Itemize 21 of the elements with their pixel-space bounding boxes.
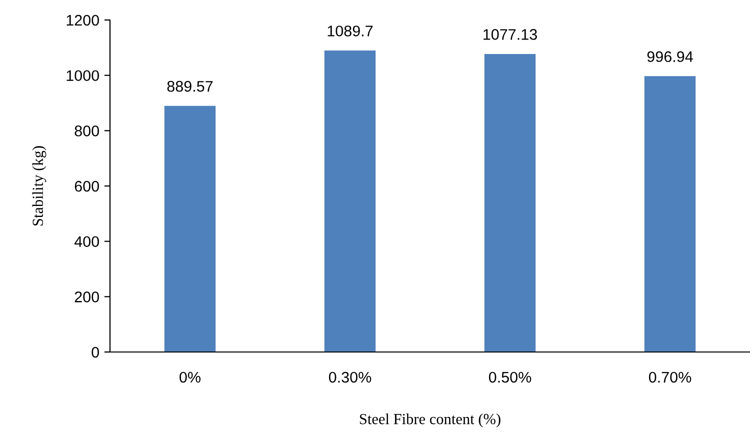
data-label: 889.57 [167, 80, 213, 92]
bar [484, 54, 536, 352]
x-tick-label: 0.70% [648, 372, 692, 383]
bar [324, 50, 376, 352]
y-tick-label: 1000 [66, 70, 99, 82]
y-tick-label: 0 [92, 346, 99, 358]
x-axis-title: Steel Fibre content (%) [360, 413, 500, 428]
y-axis-title: Stability (kg) [32, 146, 46, 226]
y-tick-label: 1200 [66, 14, 99, 26]
x-tick-label: 0.30% [328, 372, 372, 383]
y-tick-label: 200 [74, 292, 99, 302]
data-label: 1089.7 [328, 26, 373, 36]
bar [164, 106, 216, 352]
y-tick-label: 400 [74, 236, 99, 248]
y-tick-label: 800 [74, 126, 99, 136]
y-tick-label: 600 [74, 180, 99, 192]
x-tick-label: 0.50% [488, 372, 532, 383]
x-tick-label: 0% [180, 372, 200, 383]
data-label: 996.94 [647, 51, 693, 62]
bar [644, 76, 696, 352]
data-label: 1077.13 [484, 29, 537, 40]
